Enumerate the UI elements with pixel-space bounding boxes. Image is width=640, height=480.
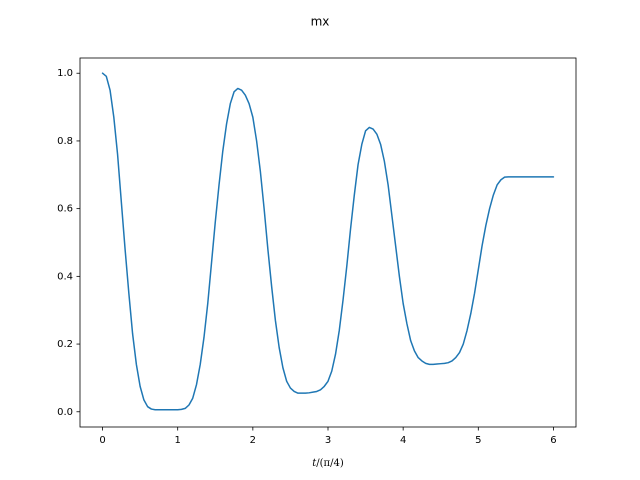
x-tick-label: 6 <box>550 435 556 446</box>
x-tick-label: 5 <box>475 435 481 446</box>
x-axis-label-unit: /(π/4) <box>316 458 344 469</box>
x-axis-label-variable: t <box>312 458 317 469</box>
series-layer <box>101 72 555 411</box>
x-tick-label: 3 <box>325 435 331 446</box>
x-tick-label: 2 <box>250 435 256 446</box>
series-line-0 <box>101 72 555 411</box>
x-tick-label: 0 <box>99 435 105 446</box>
x-tick-label: 4 <box>400 435 406 446</box>
y-tick-label: 0.4 <box>57 271 73 282</box>
plot-area: 0 1 2 3 4 5 6 0.0 0.2 0.4 0.6 0.8 1.0 <box>57 57 577 446</box>
y-tick-label: 0.0 <box>57 407 73 418</box>
y-tick-label: 0.6 <box>57 204 73 215</box>
axes-background <box>80 58 576 427</box>
y-tick-label: 0.8 <box>57 136 73 147</box>
x-tick-label: 1 <box>175 435 181 446</box>
y-tick-label: 0.2 <box>57 339 73 350</box>
y-axis-ticks: 0.0 0.2 0.4 0.6 0.8 1.0 <box>57 68 80 418</box>
x-axis-label: t/(π/4) <box>312 458 344 469</box>
x-axis-ticks: 0 1 2 3 4 5 6 <box>99 427 557 446</box>
y-tick-label: 1.0 <box>57 68 73 79</box>
chart-title: mx <box>311 15 330 29</box>
